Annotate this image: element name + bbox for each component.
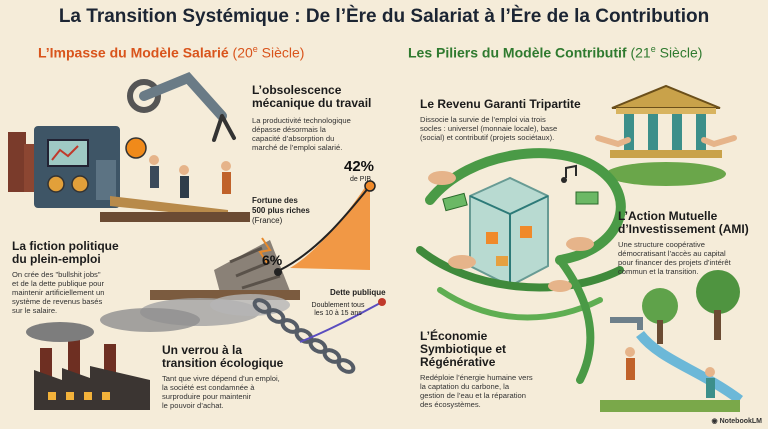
block-ami: L’Action Mutuelle d’Investissement (AMI)… bbox=[618, 209, 762, 277]
block-title-line1: Un verrou à la bbox=[162, 343, 243, 357]
collapsed-building-icon bbox=[150, 237, 300, 300]
block-text-line: On crée des "bullshit jobs" bbox=[12, 270, 101, 279]
chart-end-point bbox=[364, 180, 376, 192]
block-text-line: des écosystèmes. bbox=[420, 400, 481, 409]
fortune-label: Fortune des 500 plus riches bbox=[252, 196, 310, 216]
block-title-line2: transition écologique bbox=[162, 356, 284, 370]
block-revenu-garanti: Le Revenu Garanti Tripartite Dissocie la… bbox=[420, 97, 610, 143]
factory-illustration bbox=[8, 126, 250, 222]
left-heading-century: (20 bbox=[232, 44, 253, 61]
block-title-line2: d’Investissement (AMI) bbox=[618, 222, 749, 236]
fortune-label-line: Fortune des bbox=[252, 196, 298, 205]
left-heading-end: Siècle) bbox=[257, 44, 305, 61]
block-title-line1: L’Économie bbox=[420, 329, 488, 343]
block-title-line2: mécanique du travail bbox=[252, 96, 372, 110]
block-title-line2: du plein-emploi bbox=[12, 252, 101, 266]
block-text-line: Redéploie l’énergie humaine vers bbox=[420, 373, 533, 382]
debt-note: Doublement tous les 10 à 15 ans bbox=[306, 302, 370, 318]
block-title-line1: La fiction politique bbox=[12, 239, 119, 253]
block-text-line: système de revenus basés bbox=[12, 297, 103, 306]
page-title: La Transition Systémique : De l’Ère du S… bbox=[58, 6, 710, 27]
left-heading-name: L’Impasse du Modèle Salarié bbox=[38, 44, 229, 61]
banknote-icon bbox=[442, 191, 599, 212]
wealth-debt-chart bbox=[274, 180, 386, 343]
block-text-line: la société est condamnée à bbox=[162, 383, 255, 392]
block-text-line: pour financer des projets d’intérêt bbox=[618, 258, 731, 267]
worried-workers-icon bbox=[149, 155, 231, 198]
music-note-icon bbox=[561, 164, 577, 183]
block-verrou: Un verrou à la transition écologique Tan… bbox=[162, 343, 322, 411]
block-title-line3: Régénérative bbox=[420, 355, 496, 369]
notebooklm-label: NotebookLM bbox=[719, 418, 762, 425]
end-unit: de PIB bbox=[350, 176, 372, 183]
right-section-heading: Les Piliers du Modèle Contributif (21e S… bbox=[408, 44, 702, 61]
block-economie-symbiotique: L’Économie Symbiotique et Régénérative R… bbox=[420, 329, 580, 410]
glass-cube-icon bbox=[469, 176, 549, 288]
debt-note-line: les 10 à 15 ans bbox=[314, 310, 362, 317]
right-heading-name: Les Piliers du Modèle Contributif bbox=[408, 44, 627, 61]
block-text-line: démocratisant l’accès au capital bbox=[618, 249, 726, 258]
fortune-label-line: 500 plus riches bbox=[252, 206, 310, 215]
robot-arm-icon bbox=[125, 72, 236, 159]
right-heading-sup: e bbox=[650, 44, 656, 54]
debt-point bbox=[378, 298, 386, 306]
block-obsolescence: L’obsolescence mécanique du travail La p… bbox=[252, 83, 402, 153]
start-value: 6% bbox=[262, 252, 283, 268]
block-text-line: gestion de l’eau et la réparation bbox=[420, 391, 526, 400]
block-text-line: maintenir artificiellement un bbox=[12, 288, 105, 297]
end-value: 42% bbox=[344, 158, 375, 175]
block-text-line: surproduire pour maintenir bbox=[162, 392, 252, 401]
green-ribbon-icon bbox=[416, 148, 626, 384]
block-title-line2: Symbiotique et bbox=[420, 342, 507, 356]
block-text-line: Une structure coopérative bbox=[618, 240, 705, 249]
nature-restoration-icon bbox=[600, 270, 743, 412]
block-text-line: capacité d’absorption du bbox=[252, 134, 335, 143]
fortune-sub: (France) bbox=[252, 216, 283, 225]
block-text-line: la captation du carbone, la bbox=[420, 382, 510, 391]
handshake-icon bbox=[595, 135, 737, 148]
block-text-line: (social) et contributif (projets sociéta… bbox=[420, 133, 555, 142]
left-section-heading: L’Impasse du Modèle Salarié (20e Siècle) bbox=[38, 44, 304, 61]
notebooklm-badge: ◉ NotebookLM bbox=[712, 417, 762, 425]
block-text-line: commun et la transition. bbox=[618, 267, 699, 276]
block-text-line: socles : universel (monnaie locale), bas… bbox=[420, 124, 558, 133]
polluting-factory-icon bbox=[26, 322, 150, 410]
block-text-line: Dissocie la survie de l’emploi via trois bbox=[420, 115, 546, 124]
notebooklm-icon: ◉ bbox=[711, 418, 720, 425]
hands-icon bbox=[428, 171, 594, 292]
block-text-line: La productivité technologique bbox=[252, 116, 351, 125]
debt-note-line: Doublement tous bbox=[311, 302, 365, 309]
block-text-line: dépasse désormais la bbox=[252, 125, 326, 134]
block-title-line1: L’obsolescence bbox=[252, 83, 342, 97]
block-title-line1: L’Action Mutuelle bbox=[618, 209, 718, 223]
chart-start-point bbox=[274, 268, 282, 276]
debt-label: Dette publique bbox=[330, 288, 386, 297]
block-text-line: Tant que vivre dépend d’un emploi, bbox=[162, 374, 280, 383]
right-heading-century: (21 bbox=[630, 44, 651, 61]
temple-icon bbox=[606, 84, 726, 186]
left-heading-sup: e bbox=[252, 44, 258, 54]
block-text-line: marché de l’emploi salarié. bbox=[252, 143, 343, 152]
block-title-line1: Le Revenu Garanti Tripartite bbox=[420, 97, 581, 111]
block-text-line: et de la dette publique pour bbox=[12, 279, 105, 288]
right-heading-end: Siècle) bbox=[655, 44, 703, 61]
block-text-line: le pouvoir d’achat. bbox=[162, 401, 224, 410]
block-plein-emploi: La fiction politique du plein-emploi On … bbox=[12, 239, 162, 316]
block-text-line: sur le salaire. bbox=[12, 306, 58, 315]
